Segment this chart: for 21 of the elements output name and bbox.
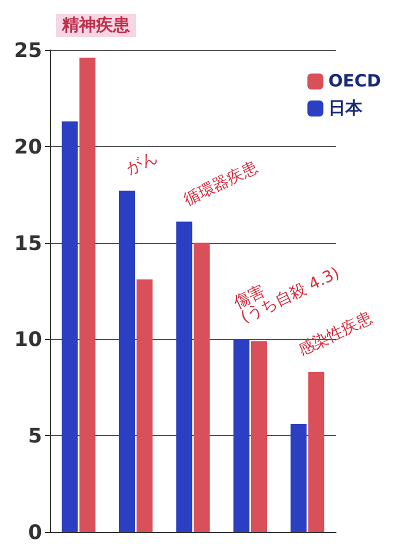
- legend-label: OECD: [328, 72, 382, 92]
- y-tick-label: 10: [14, 327, 42, 352]
- bar: [176, 222, 192, 532]
- bar: [79, 58, 96, 532]
- annotation: がん: [123, 147, 160, 178]
- bar: [119, 190, 135, 532]
- bar: [251, 341, 267, 532]
- bar: [62, 121, 78, 532]
- y-tick-label: 20: [14, 134, 42, 158]
- y-tick-label: 0: [28, 520, 42, 544]
- legend-label: 日本: [328, 98, 364, 118]
- bar: [136, 279, 153, 532]
- text: 精神疾患: [61, 16, 131, 36]
- bar: [308, 372, 324, 532]
- bar: [194, 242, 210, 532]
- y-tick-label: 25: [14, 38, 42, 62]
- bar: [290, 424, 307, 532]
- bar: [233, 339, 250, 532]
- y-tick-label: 15: [14, 230, 42, 255]
- y-tick-label: 5: [28, 424, 42, 448]
- annotation: 循環器疾患: [180, 157, 261, 209]
